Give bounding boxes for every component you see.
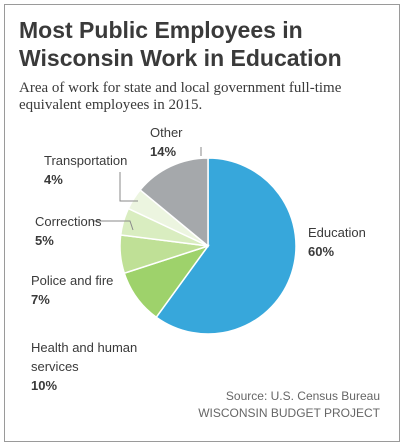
slice-value-corrections: 5%	[35, 233, 54, 248]
pie-slice-other	[139, 157, 209, 248]
slice-label-health-and-human-services: Health and human	[31, 340, 137, 355]
pie-slice-education	[155, 157, 297, 335]
leader-line-transportation	[119, 172, 138, 202]
slice-label-corrections: Corrections	[35, 214, 102, 229]
slice-value-police-and-fire: 7%	[31, 292, 50, 307]
leader-line-corrections	[92, 220, 134, 231]
chart-title: Most Public Employees in Wisconsin Work …	[19, 17, 342, 71]
slice-value-other: 14%	[150, 144, 176, 159]
slice-label-police-and-fire: Police and fire	[31, 273, 113, 288]
slice-value-transportation: 4%	[44, 172, 63, 187]
slice-label-other: Other	[150, 125, 183, 140]
slice-value-health-and-human-services: 10%	[31, 378, 57, 393]
slice-label-transportation: Transportation	[44, 153, 127, 168]
credit-note: WISCONSIN BUDGET PROJECT	[198, 406, 380, 420]
chart-subtitle: Area of work for state and local governm…	[19, 80, 342, 113]
slice-value-education: 60%	[308, 244, 334, 259]
slice-label-education: Education	[308, 225, 366, 240]
source-note: Source: U.S. Census Bureau	[225, 389, 380, 403]
slice-label-health-and-human-services: services	[31, 359, 79, 374]
